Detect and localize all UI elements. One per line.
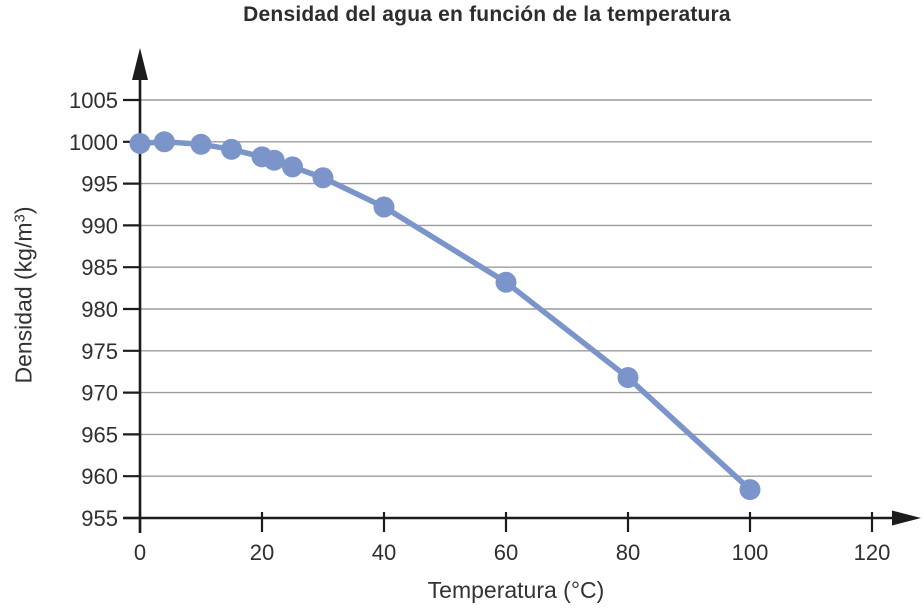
y-tick-label: 995: [81, 172, 118, 197]
data-point: [221, 138, 242, 160]
y-tick-label: 975: [81, 339, 118, 364]
y-tick-label: 980: [81, 297, 118, 322]
x-tick-label: 40: [372, 540, 396, 565]
data-line: [137, 139, 753, 493]
x-tick-label: 120: [854, 540, 891, 565]
data-point: [190, 133, 212, 155]
data-point: [617, 367, 639, 389]
data-point: [739, 479, 761, 501]
x-axis-label: Temperatura (°C): [427, 577, 605, 603]
y-tick-label: 1000: [69, 130, 118, 155]
x-tick-label: 20: [250, 540, 274, 565]
data-point: [129, 132, 151, 154]
y-tick-label: 990: [81, 213, 118, 238]
y-axis-arrowhead-icon: [132, 48, 148, 80]
x-tick-label: 0: [134, 540, 146, 565]
y-tick-label: 970: [81, 381, 118, 406]
data-point: [312, 167, 334, 189]
data-point: [495, 271, 517, 293]
y-tick-label: 965: [81, 422, 118, 447]
x-tick-label: 80: [616, 540, 640, 565]
x-axis-arrowhead-icon: [892, 510, 921, 526]
data-point: [373, 196, 395, 218]
data-point: [263, 149, 285, 171]
x-tick-label: 100: [732, 540, 769, 565]
y-tick-label: 960: [81, 464, 118, 489]
x-tick-label: 60: [494, 540, 518, 565]
data-point: [153, 131, 175, 153]
data-point: [282, 156, 303, 178]
chart-title: Densidad del agua en función de la tempe…: [243, 3, 731, 26]
y-tick-label: 985: [81, 255, 118, 280]
y-tick-label: 1005: [69, 88, 118, 113]
y-tick-label: 955: [81, 506, 118, 531]
